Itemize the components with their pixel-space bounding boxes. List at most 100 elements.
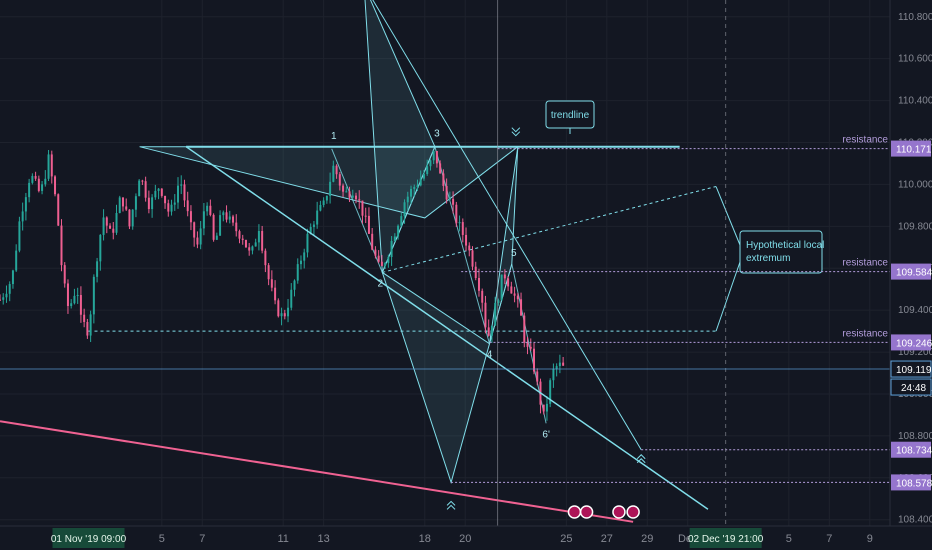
- candle-body: [303, 252, 306, 261]
- candle-body: [361, 200, 364, 216]
- candle-body: [202, 211, 205, 229]
- countdown-tag: [890, 378, 932, 396]
- chevron-up-marker-2[interactable]: [636, 458, 646, 464]
- candle-body: [465, 234, 468, 246]
- candle-body: [468, 245, 471, 251]
- candle-body: [413, 186, 416, 189]
- event-marker-4[interactable]: [626, 505, 640, 519]
- chevron-up-marker-2-2: [636, 454, 646, 460]
- candle-body: [173, 202, 176, 205]
- candle-body: [426, 166, 429, 174]
- wave-label-2: 2: [378, 278, 384, 289]
- trendline-callout-label: trendline: [551, 110, 590, 121]
- candle-body: [248, 247, 251, 251]
- price-tag-2[interactable]: [891, 263, 931, 280]
- candle-body: [47, 154, 50, 179]
- time-tick-label: 9: [867, 533, 873, 545]
- candle-body: [206, 205, 209, 212]
- candle-body: [471, 250, 474, 267]
- pattern-lines[interactable]: trendline Hypothetical local extremum 1 2 3 4 5…: [185, 0, 824, 510]
- candle-body: [406, 196, 409, 203]
- candle-body: [219, 215, 222, 236]
- candle-body: [164, 195, 167, 204]
- candle-body: [503, 274, 506, 279]
- time-tag-0[interactable]: [52, 528, 125, 548]
- resistance-levels[interactable]: resistance resistance resistance: [451, 135, 890, 483]
- candle-body: [536, 371, 539, 382]
- price-tag-5[interactable]: [891, 441, 931, 458]
- candle-body: [520, 299, 523, 316]
- price-tag-4[interactable]: [890, 360, 932, 378]
- pink-trendline[interactable]: [0, 420, 634, 523]
- event-markers[interactable]: [567, 505, 640, 519]
- wave-label-4: 4: [487, 350, 493, 361]
- candle-body: [131, 209, 134, 227]
- pattern-triangle-c[interactable]: [381, 271, 491, 485]
- extremum-pointer-top: [715, 186, 741, 246]
- candle-body: [306, 233, 309, 253]
- candle-body: [160, 188, 163, 196]
- candle-body: [529, 346, 532, 349]
- candle-body: [513, 293, 516, 296]
- candle-body: [212, 214, 215, 240]
- time-tick-label: 25: [560, 533, 572, 545]
- candle-body: [387, 257, 390, 264]
- time-tag-label-0: 01 Nov '19 09:00: [51, 534, 127, 545]
- candle-body: [79, 295, 82, 315]
- candle-body: [367, 215, 370, 234]
- price-tag-6[interactable]: [891, 474, 931, 491]
- chevron-down-marker[interactable]: [511, 127, 521, 133]
- candle-body: [118, 197, 121, 213]
- wave-path[interactable]: [331, 145, 547, 424]
- descending-trendline[interactable]: [185, 146, 709, 510]
- candle-body: [416, 185, 419, 187]
- price-axis[interactable]: 110.800110.600110.400110.200110.000109.8…: [889, 0, 932, 550]
- candle-body: [329, 181, 332, 196]
- extremum-callout[interactable]: [739, 230, 823, 274]
- candle-body: [96, 261, 99, 277]
- price-tick-label: 109.400: [898, 305, 932, 316]
- candle-body: [439, 163, 442, 174]
- candlestick-series: [0, 149, 565, 421]
- price-tick-label: 110.600: [898, 54, 932, 65]
- event-marker-2[interactable]: [579, 505, 594, 519]
- wave-label-5: 5: [511, 248, 517, 259]
- candle-body: [410, 188, 413, 197]
- candle-body: [364, 215, 367, 217]
- candle-body: [83, 314, 86, 322]
- candle-body: [144, 181, 147, 198]
- candle-body: [419, 178, 422, 186]
- event-marker-1[interactable]: [567, 505, 582, 519]
- candle-body: [235, 222, 238, 232]
- pattern-drawings[interactable]: [88, 0, 717, 485]
- time-axis-background: [0, 526, 932, 550]
- upper-channel-line[interactable]: [364, 0, 642, 450]
- candle-body: [533, 348, 535, 372]
- price-tag-label-2: 109.584: [896, 268, 932, 279]
- candle-body: [102, 217, 105, 235]
- chevron-up-marker[interactable]: [446, 504, 456, 510]
- price-tag-3[interactable]: [891, 334, 931, 351]
- price-tag-label-3: 109.246: [896, 338, 932, 349]
- candle-body: [358, 199, 361, 201]
- candle-body: [15, 250, 18, 271]
- time-tick-label: 29: [641, 533, 653, 545]
- candle-body: [257, 231, 260, 243]
- time-tag-label-11: 02 Dec '19 21:00: [688, 534, 764, 545]
- candle-body: [374, 249, 377, 256]
- time-tag-11[interactable]: [689, 528, 762, 548]
- candle-body: [154, 190, 157, 198]
- price-tag-1[interactable]: [891, 140, 931, 157]
- candle-body: [390, 241, 393, 258]
- candle-body: [115, 212, 118, 233]
- candle-body: [309, 227, 312, 234]
- long-term-trendline[interactable]: [0, 420, 634, 523]
- candle-body: [141, 180, 144, 182]
- event-marker-3[interactable]: [612, 505, 626, 519]
- candle-body: [70, 303, 73, 307]
- candle-body: [348, 191, 351, 198]
- candle-body: [193, 222, 196, 238]
- candle-body: [351, 195, 354, 198]
